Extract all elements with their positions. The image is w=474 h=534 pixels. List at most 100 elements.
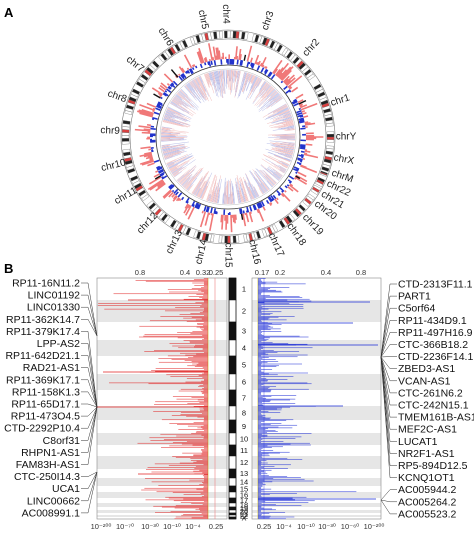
- down-bar-chr14: [205, 206, 209, 213]
- density-spoke-chr11: [173, 167, 187, 177]
- density-spoke-chr22: [262, 154, 289, 167]
- down-bar-chr6: [195, 65, 198, 69]
- up-bar-chr10: [145, 156, 153, 160]
- density-spoke-chr5: [210, 72, 215, 87]
- left-gene-label: RP11-158K1.3: [12, 386, 80, 398]
- up-bar-chr6: [178, 66, 185, 74]
- density-spoke-chrX: [275, 142, 295, 146]
- density-spoke-chr18: [253, 176, 265, 194]
- density-spoke-chr6: [188, 82, 195, 91]
- density-spoke-chr19: [263, 175, 274, 187]
- density-spoke-chr10: [162, 147, 186, 154]
- ideogram-chr-block: [228, 419, 237, 434]
- density-spoke-chr3: [248, 73, 251, 80]
- density-spoke-chr1: [274, 123, 294, 129]
- ideogram-chr-block: [228, 455, 237, 470]
- density-spoke-chr1: [273, 114, 292, 121]
- density-spoke-chr2: [258, 92, 279, 111]
- density-spoke-chr6: [198, 76, 207, 93]
- density-spoke-chr8: [164, 116, 188, 125]
- ideogram-band-chr18: [278, 220, 286, 229]
- up-bar-chr12: [177, 197, 181, 202]
- down-bar-chrX: [299, 160, 303, 163]
- down-bar-chr11: [159, 171, 166, 176]
- down-bar-chr3: [246, 61, 250, 68]
- ideogram-band-chr5: [219, 30, 223, 39]
- up-bar-chr3: [257, 60, 261, 66]
- chromosome-label: chr3: [260, 9, 277, 31]
- down-bar-chr13: [192, 204, 195, 208]
- down-bar-chr8: [155, 107, 161, 111]
- density-spoke-chr2: [254, 85, 272, 106]
- density-spoke-chr17: [244, 180, 253, 200]
- density-spoke-chr6: [190, 81, 205, 103]
- chromosome-label: chr2: [301, 37, 323, 59]
- up-bar-chr10: [147, 162, 155, 167]
- density-spoke-chr8: [165, 113, 179, 119]
- down-bar-chr5: [199, 63, 203, 69]
- down-bar-chr11: [157, 167, 163, 171]
- right-gene-label: CTC-242N15.1: [398, 400, 469, 412]
- up-bar-chr11: [147, 179, 164, 191]
- right-gene-label: NR2F1-AS1: [398, 448, 455, 460]
- down-bar-chrX: [299, 145, 306, 148]
- density-spoke-chr1: [262, 104, 287, 118]
- ideogram-band-chr4: [230, 30, 234, 39]
- up-bar-chr18: [274, 198, 279, 205]
- ideogram-chr-label: 8: [242, 409, 246, 418]
- density-spoke-chr2: [270, 90, 277, 97]
- density-spoke-chr22: [276, 161, 288, 168]
- down-bar-chr20: [287, 179, 293, 183]
- density-spoke-chr8: [163, 116, 190, 126]
- right-bottom-tick-label: 10⁻²⁰⁰: [364, 522, 385, 531]
- up-bar-chr16: [248, 211, 254, 223]
- density-spoke-chr9: [161, 130, 168, 132]
- down-bar-chr8: [153, 111, 160, 115]
- up-bar-chr2: [279, 66, 292, 80]
- down-bar-chr19: [281, 190, 284, 193]
- right-leader: [380, 344, 391, 358]
- density-spoke-chr14: [211, 189, 216, 203]
- density-spoke-chr3: [247, 74, 252, 83]
- density-spoke-chr2: [258, 83, 270, 98]
- density-spoke-chr12: [179, 169, 195, 184]
- density-spoke-chr2: [258, 88, 275, 105]
- up-bar-chr7: [151, 87, 163, 96]
- density-spoke-chr5: [216, 70, 220, 86]
- density-spoke-chr14: [215, 188, 219, 203]
- density-spoke-chr15: [223, 177, 226, 204]
- density-spoke-chr8: [165, 113, 187, 122]
- down-bar-chr14: [213, 208, 217, 214]
- density-spoke-chr19: [265, 176, 275, 186]
- down-bar-chr11: [161, 175, 168, 180]
- density-spoke-chr22: [278, 160, 289, 166]
- density-spoke-chr15: [229, 180, 231, 204]
- up-bar-chr15: [232, 214, 235, 223]
- density-spoke-chr10: [162, 145, 186, 151]
- density-spoke-chr7: [174, 95, 189, 107]
- density-spoke-chr1: [272, 104, 287, 113]
- density-spoke-chr5: [221, 70, 223, 79]
- density-spoke-chr3: [249, 76, 257, 92]
- up-bar-chr9: [134, 128, 151, 132]
- right-gene-label: C5orf64: [398, 303, 436, 315]
- density-spoke-chr14: [216, 186, 221, 204]
- density-spoke-chr18: [258, 188, 263, 195]
- ideogram-chr-block: [228, 506, 237, 511]
- density-spoke-chr10: [164, 153, 182, 160]
- density-spoke-chr4: [236, 70, 238, 79]
- up-bar-chr1: [299, 103, 303, 107]
- down-bar-chr20: [288, 181, 292, 184]
- density-spoke-chr13: [192, 177, 204, 195]
- density-spoke-chr13: [192, 178, 203, 194]
- density-spoke-chr6: [185, 84, 197, 99]
- left-gene-label: FAM83H-AS1: [16, 459, 80, 471]
- density-spoke-chr11: [172, 159, 196, 176]
- up-bar-chr7: [163, 73, 174, 83]
- density-spoke-chr2: [269, 94, 281, 104]
- down-bar-chrM: [298, 163, 302, 166]
- density-spoke-chr3: [241, 72, 247, 91]
- down-bar-chrX: [300, 150, 305, 153]
- density-spoke-chr7: [176, 93, 182, 99]
- right-leader: [380, 356, 391, 406]
